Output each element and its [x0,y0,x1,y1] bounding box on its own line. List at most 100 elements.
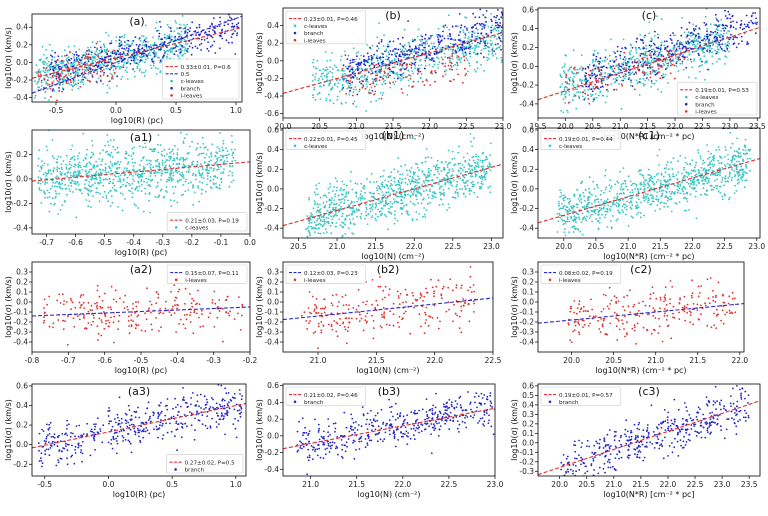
point-branch [351,69,354,71]
point-branch [585,81,588,84]
legend-label: c-leaves [181,79,204,85]
point-c-leaves [372,181,375,184]
point-c-leaves [149,135,152,138]
point-c-leaves [356,76,358,79]
point-c-leaves [59,170,61,173]
point-c-leaves [176,27,179,30]
point-branch [377,63,380,65]
point-branch [189,27,192,29]
point-c-leaves [688,51,691,53]
point-i-leaves [46,79,49,82]
point-branch [411,40,414,43]
point-i-leaves [452,48,454,51]
point-c-leaves [588,63,591,66]
point-c-leaves [401,77,403,80]
point-c-leaves [664,61,667,63]
point-c-leaves [360,190,363,192]
point-c-leaves [184,180,187,183]
point-i-leaves [83,66,86,69]
point-c-leaves [720,30,722,32]
point-c-leaves [468,36,470,38]
point-c-leaves [133,75,136,78]
point-c-leaves [480,186,483,188]
point-c-leaves [384,67,387,70]
point-branch [399,73,402,76]
point-c-leaves [322,194,325,197]
point-c-leaves [385,48,388,51]
point-branch [231,33,234,36]
point-branch [591,74,593,77]
point-c-leaves [183,137,186,140]
point-c-leaves [313,221,316,224]
point-c-leaves [312,94,314,97]
point-c-leaves [149,166,152,169]
point-branch [597,60,599,63]
point-c-leaves [477,155,480,158]
point-c-leaves [642,84,645,87]
point-branch [482,14,485,16]
point-branch [714,13,717,16]
point-branch [156,30,159,32]
point-c-leaves [109,180,112,183]
point-c-leaves [197,154,200,157]
point-i-leaves [364,74,366,77]
point-c-leaves [94,172,97,175]
point-branch [627,61,629,63]
point-c-leaves [41,46,44,48]
point-i-leaves [392,81,395,84]
point-c-leaves [657,33,659,36]
point-c-leaves [138,55,141,58]
point-c-leaves [77,67,79,70]
point-branch [199,33,202,36]
point-branch [616,45,619,48]
point-branch [373,53,376,56]
point-branch [491,49,494,51]
point-branch [490,26,493,29]
point-branch [712,31,715,34]
point-c-leaves [72,173,75,175]
point-branch [724,27,727,30]
point-c-leaves [652,57,654,60]
point-branch [661,76,664,79]
point-c-leaves [489,39,492,42]
point-c-leaves [323,84,325,87]
point-c-leaves [699,37,701,39]
point-branch [373,64,376,67]
point-c-leaves [170,35,173,38]
point-c-leaves [52,169,55,172]
point-branch [652,42,655,45]
point-branch [664,59,667,61]
point-c-leaves [650,37,653,40]
point-c-leaves [59,183,62,186]
point-c-leaves [170,176,173,179]
point-c-leaves [642,82,645,85]
point-c-leaves [640,63,643,66]
point-branch [363,58,366,61]
point-c-leaves [129,49,132,52]
point-i-leaves [669,72,672,75]
point-branch [82,78,85,81]
point-c-leaves [576,68,579,71]
point-branch [198,33,200,36]
point-branch [644,61,646,63]
point-branch [218,25,221,27]
point-branch [748,26,750,29]
point-c-leaves [635,79,638,82]
point-c-leaves [202,143,205,145]
point-branch [623,56,626,58]
point-c-leaves [38,78,40,81]
point-c-leaves [91,151,93,154]
point-c-leaves [402,67,404,70]
point-branch [595,75,597,78]
point-branch [435,48,437,51]
point-c-leaves [141,44,144,47]
point-c-leaves [347,199,349,202]
point-branch [73,53,76,56]
point-c-leaves [413,191,415,193]
point-i-leaves [61,90,63,93]
point-c-leaves [352,47,355,50]
point-i-leaves [462,81,464,84]
point-branch [458,49,461,51]
point-branch [356,63,359,66]
point-branch [616,50,619,53]
